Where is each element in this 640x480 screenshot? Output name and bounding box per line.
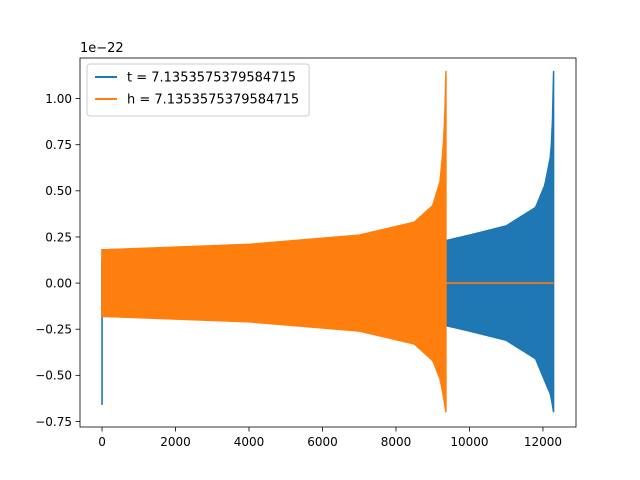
x-tick-label: 4000 [234,435,265,449]
legend: t = 7.1353575379584715 h = 7.135357537958… [86,63,310,117]
y-offset-label: 1e−22 [80,41,124,56]
y-tick-label: −0.25 [35,323,72,337]
x-axis-ticks: 0 2000 4000 6000 8000 10000 12000 [98,427,562,449]
y-tick-label: −0.50 [35,369,72,383]
y-tick-label: 0.00 [45,276,72,290]
y-axis-ticks: −0.75 −0.50 −0.25 0.00 0.25 0.50 0.75 1.00 [35,92,80,429]
y-tick-label: 0.50 [45,184,72,198]
x-tick-label: 6000 [307,435,338,449]
x-tick-label: 2000 [160,435,191,449]
plot-series [101,70,555,413]
x-tick-label: 10000 [450,435,488,449]
x-tick-label: 0 [98,435,106,449]
y-tick-label: −0.75 [35,415,72,429]
y-tick-label: 0.75 [45,138,72,152]
y-tick-label: 0.25 [45,230,72,244]
legend-label: h = 7.1353575379584715 [127,93,299,108]
x-tick-label: 8000 [381,435,412,449]
series-envelope-band [101,70,447,413]
legend-box [86,63,310,117]
axes-frame [79,57,577,428]
x-tick-label: 12000 [524,435,562,449]
legend-label: t = 7.1353575379584715 [127,71,296,86]
y-tick-label: 1.00 [45,92,72,106]
series-h [101,70,554,413]
